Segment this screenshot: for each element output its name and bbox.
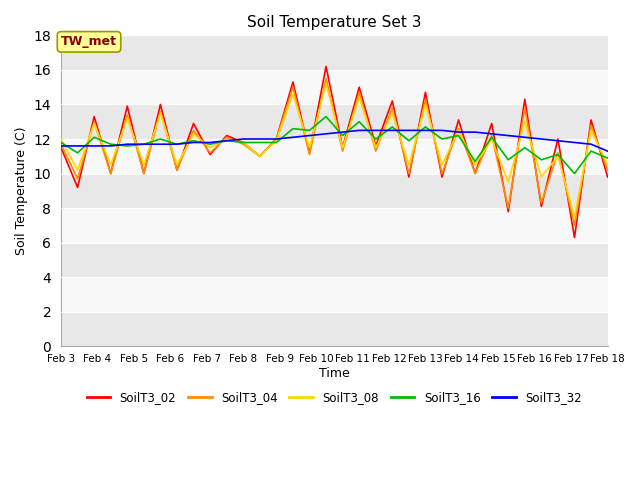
- Legend: SoilT3_02, SoilT3_04, SoilT3_08, SoilT3_16, SoilT3_32: SoilT3_02, SoilT3_04, SoilT3_08, SoilT3_…: [82, 386, 587, 409]
- Bar: [61, 243, 607, 277]
- Bar: [61, 139, 607, 174]
- Bar: [61, 208, 607, 243]
- Text: TW_met: TW_met: [61, 36, 117, 48]
- Bar: [61, 36, 607, 70]
- Bar: [61, 312, 607, 347]
- Bar: [61, 105, 607, 139]
- Y-axis label: Soil Temperature (C): Soil Temperature (C): [15, 127, 28, 255]
- Bar: [61, 70, 607, 105]
- X-axis label: Time: Time: [319, 367, 349, 380]
- Bar: [61, 277, 607, 312]
- Title: Soil Temperature Set 3: Soil Temperature Set 3: [247, 15, 422, 30]
- Bar: [61, 174, 607, 208]
